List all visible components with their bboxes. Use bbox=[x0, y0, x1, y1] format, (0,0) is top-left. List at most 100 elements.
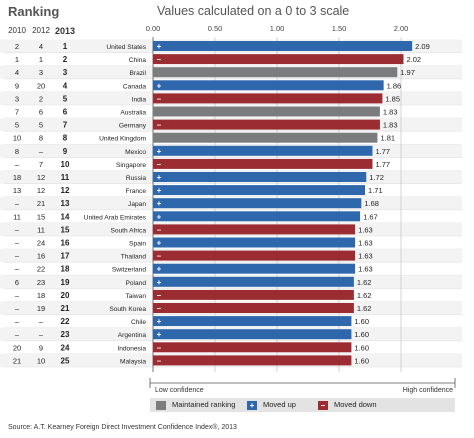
country-label: Japan bbox=[128, 201, 146, 208]
country-label: Russia bbox=[126, 175, 146, 182]
minus-icon: – bbox=[157, 252, 162, 261]
legend-moved-down: – Moved down bbox=[318, 400, 377, 410]
country-label: Mexico bbox=[125, 149, 146, 156]
rank-2012: 20 bbox=[37, 81, 45, 90]
data-label: 1.86 bbox=[387, 81, 402, 90]
country-label: Taiwan bbox=[125, 293, 146, 300]
bar bbox=[153, 93, 383, 104]
rank-2010: 11 bbox=[13, 212, 21, 221]
country-label: Argentina bbox=[118, 332, 147, 339]
bar bbox=[153, 54, 404, 65]
year-header-2013: 2013 bbox=[54, 26, 76, 36]
legend-moved-up-label: Moved up bbox=[263, 400, 296, 409]
data-label: 1.83 bbox=[383, 121, 398, 130]
data-label: 1.60 bbox=[354, 356, 369, 365]
rank-2013: 22 bbox=[61, 317, 70, 326]
country-label: Australia bbox=[120, 110, 146, 117]
country-label: South Korea bbox=[109, 306, 146, 313]
rank-2012: 7 bbox=[39, 160, 43, 169]
minus-icon: – bbox=[157, 343, 162, 352]
data-label: 1.72 bbox=[369, 173, 384, 182]
minus-icon: – bbox=[157, 55, 162, 64]
year-header-2012: 2012 bbox=[32, 26, 50, 35]
legend-moved-down-label: Moved down bbox=[334, 400, 377, 409]
bar bbox=[153, 106, 380, 117]
minus-icon: – bbox=[157, 160, 162, 169]
plus-icon: + bbox=[157, 173, 162, 182]
country-label: Spain bbox=[129, 241, 146, 248]
rank-2010: – bbox=[15, 317, 20, 326]
rank-2013: 10 bbox=[61, 160, 70, 169]
rank-2010: – bbox=[15, 291, 20, 300]
rank-2010: 6 bbox=[15, 278, 19, 287]
rank-2010: 4 bbox=[15, 68, 19, 77]
bar bbox=[153, 211, 361, 222]
source-note: Source: A.T. Kearney Foreign Direct Inve… bbox=[8, 424, 237, 431]
bar bbox=[153, 158, 373, 169]
year-header-2010: 2010 bbox=[8, 26, 26, 35]
bar bbox=[153, 355, 352, 366]
rank-2012: – bbox=[39, 147, 44, 156]
rank-2010: 9 bbox=[15, 81, 19, 90]
data-label: 1.63 bbox=[358, 252, 373, 261]
rank-2010: 20 bbox=[13, 343, 21, 352]
rank-2010: 5 bbox=[15, 121, 19, 130]
country-label: South Africa bbox=[110, 227, 146, 234]
data-label: 1.62 bbox=[357, 291, 372, 300]
rank-2013: 23 bbox=[61, 330, 70, 339]
data-label: 1.83 bbox=[383, 108, 398, 117]
minus-icon: – bbox=[318, 400, 328, 410]
bar bbox=[153, 67, 398, 78]
minus-icon: – bbox=[157, 225, 162, 234]
rank-2012: 8 bbox=[39, 134, 43, 143]
rank-2012: 23 bbox=[37, 278, 45, 287]
country-label: Germany bbox=[119, 123, 147, 130]
rank-2013: 15 bbox=[61, 225, 70, 234]
country-label: China bbox=[129, 57, 147, 64]
rank-2013: 13 bbox=[61, 199, 70, 208]
country-label: Brazil bbox=[130, 70, 147, 77]
bar bbox=[153, 303, 354, 313]
bar bbox=[153, 198, 362, 209]
rank-2013: 7 bbox=[63, 121, 68, 130]
rank-2010: 18 bbox=[13, 173, 21, 182]
country-label: Thailand bbox=[121, 254, 147, 261]
rank-2013: 24 bbox=[61, 343, 70, 352]
bar bbox=[153, 185, 366, 196]
data-label: 1.60 bbox=[354, 343, 369, 352]
country-label: United Kingdom bbox=[99, 136, 146, 143]
country-label: Singapore bbox=[116, 162, 146, 169]
data-label: 1.60 bbox=[354, 317, 369, 326]
rank-2010: – bbox=[15, 304, 20, 313]
bar bbox=[153, 342, 352, 353]
legend-moved-up: + Moved up bbox=[247, 400, 296, 410]
rank-2010: 2 bbox=[15, 42, 19, 51]
rank-2010: 3 bbox=[15, 94, 19, 103]
country-label: United Arab Emirates bbox=[84, 214, 147, 221]
rank-2010: – bbox=[15, 225, 20, 234]
data-label: 1.85 bbox=[385, 94, 400, 103]
rank-2012: 24 bbox=[37, 239, 45, 248]
bar bbox=[153, 289, 354, 300]
bar bbox=[153, 224, 356, 235]
rank-2010: 13 bbox=[13, 186, 21, 195]
bar bbox=[153, 276, 354, 287]
minus-icon: – bbox=[157, 94, 162, 103]
rank-2012: – bbox=[39, 330, 44, 339]
high-confidence-label: High confidence bbox=[403, 387, 453, 394]
rank-2013: 4 bbox=[63, 81, 68, 90]
country-label: France bbox=[125, 188, 146, 195]
rank-2013: 25 bbox=[61, 356, 70, 365]
plus-icon: + bbox=[157, 239, 162, 248]
legend-maintained-swatch bbox=[156, 400, 166, 410]
data-label: 1.81 bbox=[380, 134, 395, 143]
rank-2012: 18 bbox=[37, 291, 45, 300]
legend-maintained: Maintained ranking bbox=[156, 400, 235, 410]
rank-2013: 5 bbox=[63, 94, 68, 103]
x-tick-label: 1.00 bbox=[270, 24, 285, 33]
rank-2013: 1 bbox=[63, 42, 68, 51]
rank-2012: 9 bbox=[39, 343, 43, 352]
rank-2013: 19 bbox=[61, 278, 70, 287]
rank-2012: 12 bbox=[37, 186, 45, 195]
rank-2010: 7 bbox=[15, 108, 19, 117]
